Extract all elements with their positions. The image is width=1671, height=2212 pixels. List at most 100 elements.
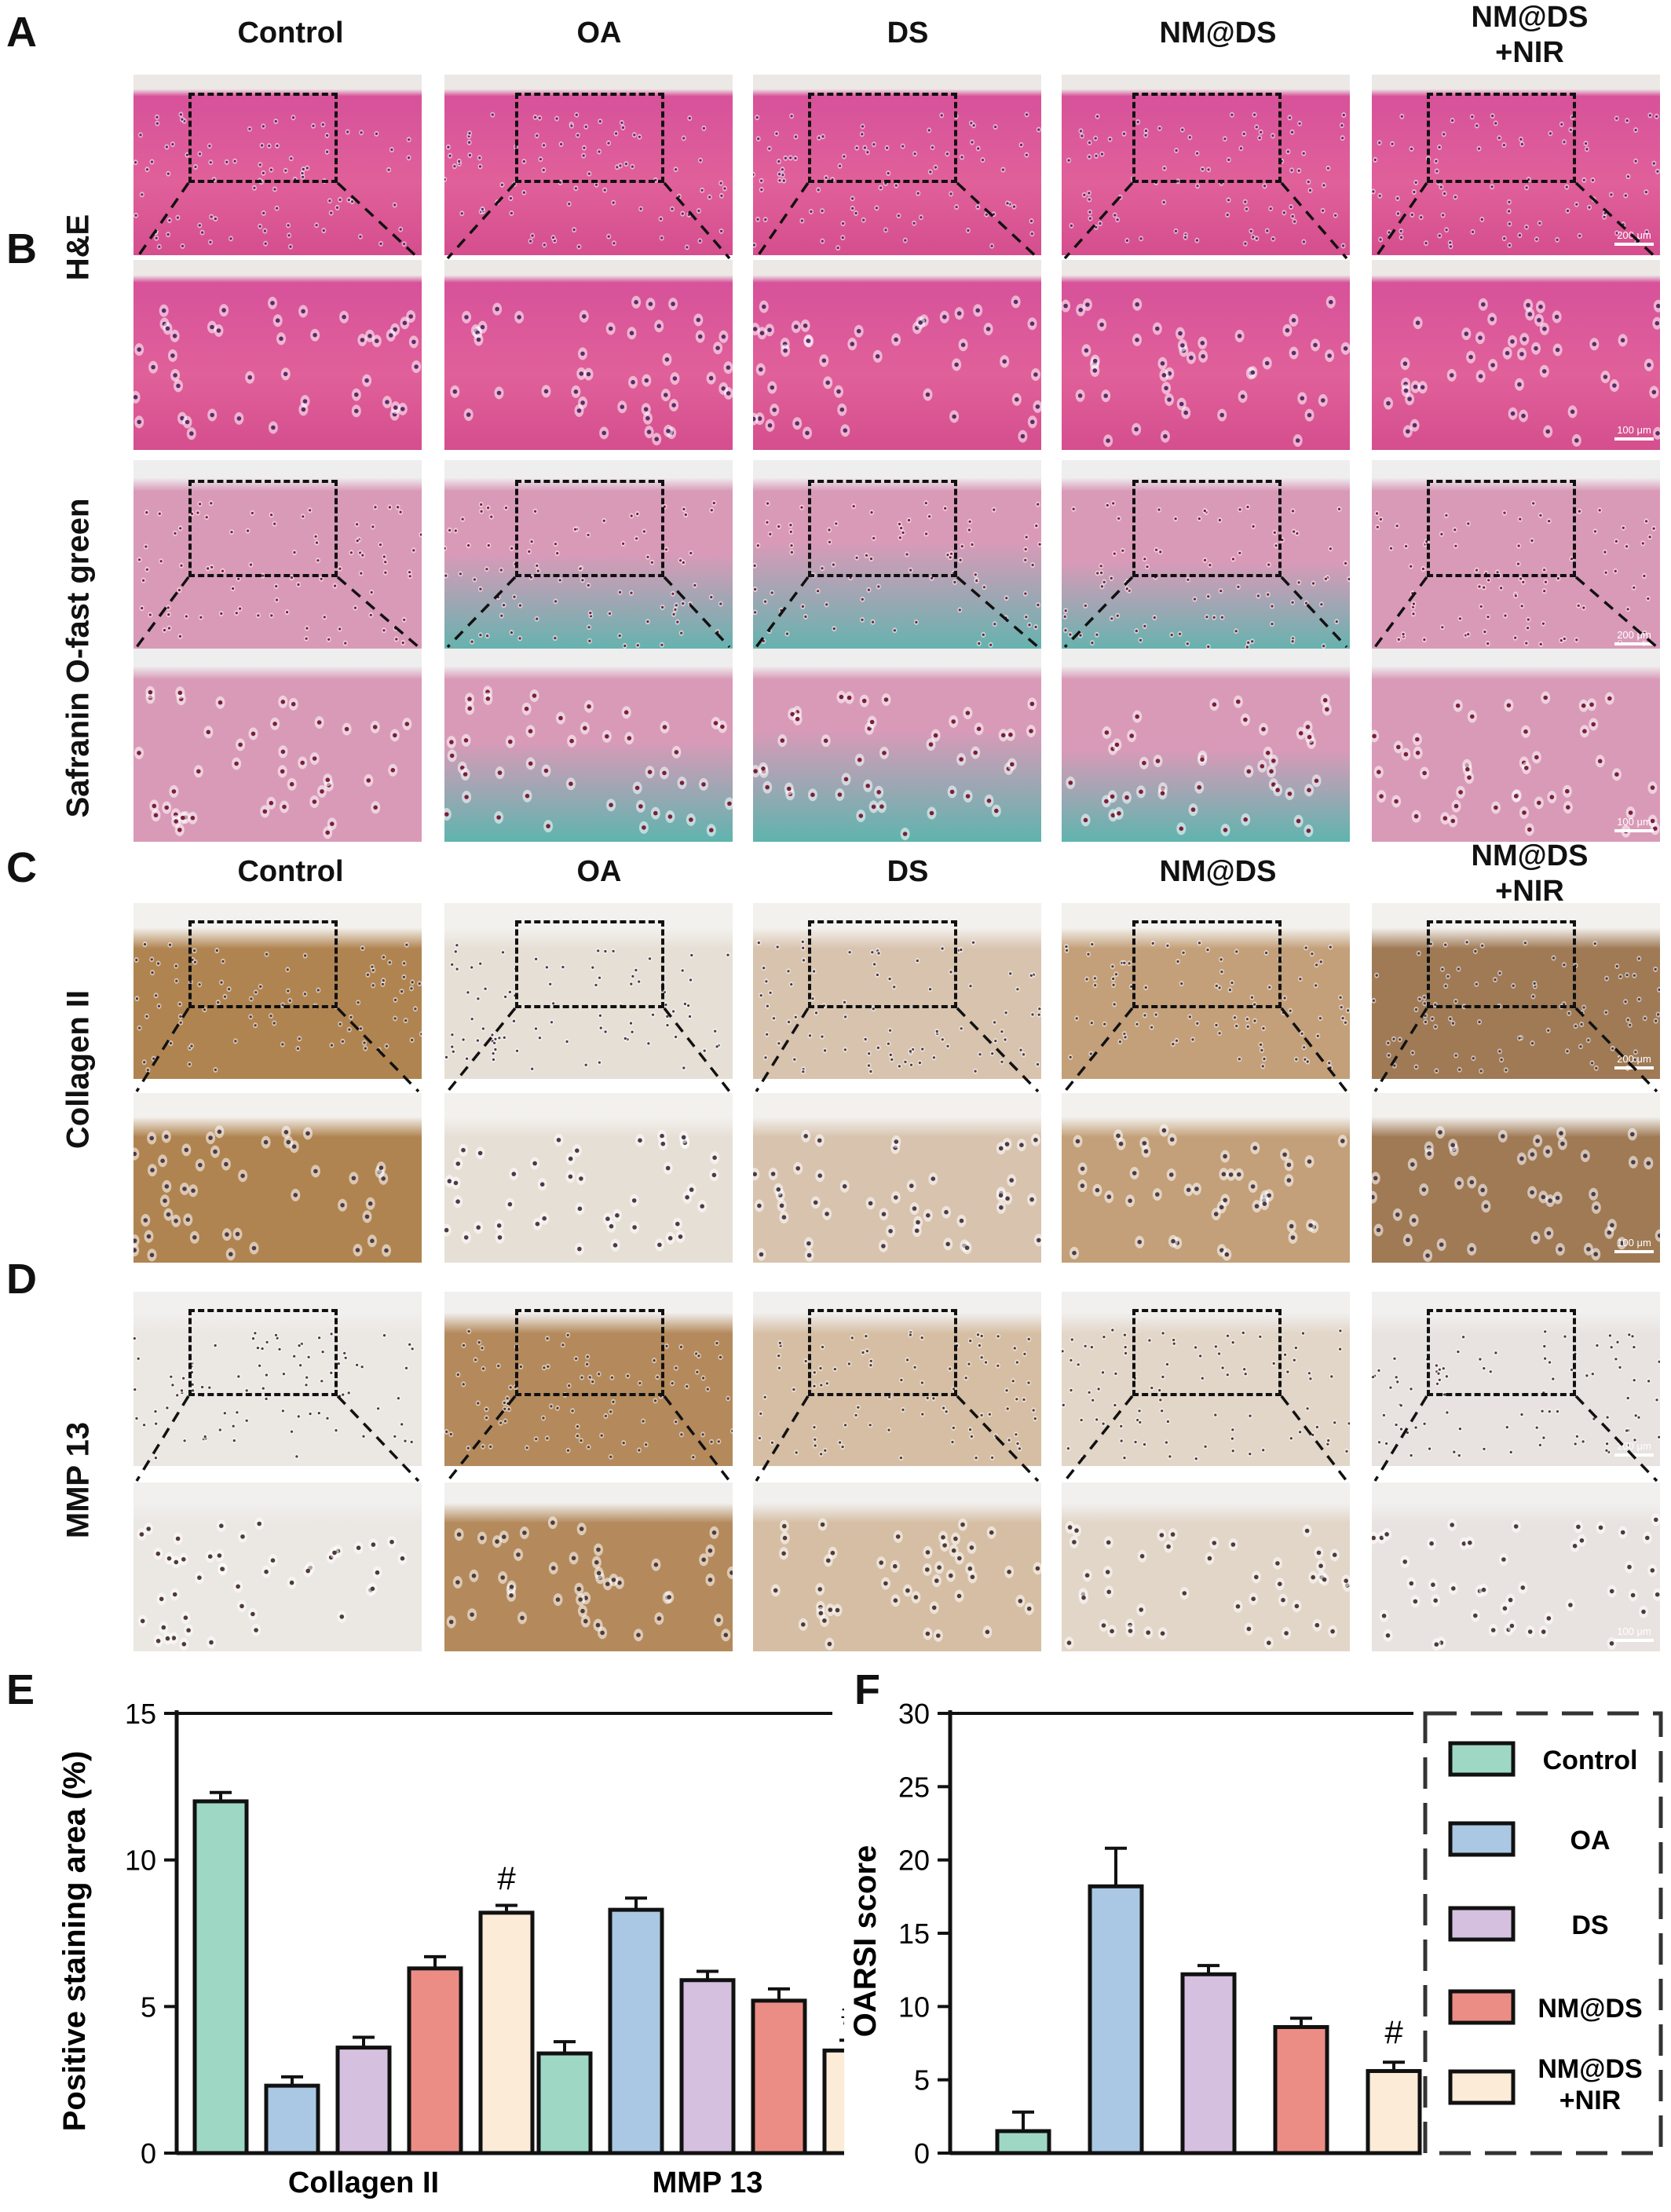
scale-bar: 100 μm <box>1614 1237 1654 1253</box>
micrograph-he-nm-ds-overview <box>1062 75 1350 255</box>
micrograph-he-nm-ds-zoom <box>1062 260 1350 450</box>
panel-letter-e: E <box>6 1666 35 1713</box>
bar <box>1180 1972 1237 2155</box>
column-header-nm-ds: NM@DS <box>1159 16 1277 49</box>
column-header-oa: OA <box>576 16 622 49</box>
bar <box>751 1998 807 2155</box>
zoom-region-box <box>1132 93 1282 183</box>
legend-frame <box>1423 1711 1663 2155</box>
bar <box>679 1978 736 2155</box>
micrograph-mmp-control-overview <box>133 1292 422 1466</box>
micrograph-collagen-nm-ds-nir-zoom: 100 μm <box>1372 1093 1660 1263</box>
chondrocyte-texture <box>1066 693 1332 837</box>
chondrocyte-texture <box>133 1125 391 1262</box>
micrograph-collagen-control-zoom <box>133 1093 422 1263</box>
category-label: MMP 13 <box>653 2166 763 2199</box>
legend-label: NM@DS <box>1538 2054 1642 2084</box>
zoom-region-box <box>1427 920 1576 1008</box>
bar <box>1273 2024 1329 2155</box>
chondrocyte-texture <box>1372 1513 1660 1651</box>
chondrocyte-texture <box>1372 1126 1660 1262</box>
micrograph-collagen-control-overview <box>133 903 422 1079</box>
significance-mark: # <box>841 1994 844 2031</box>
panel-letter-d: D <box>6 1256 37 1303</box>
column-header-oa-c: OA <box>576 855 622 888</box>
panel-letter-f: F <box>854 1666 880 1713</box>
zoom-region-box <box>515 920 664 1008</box>
scale-bar: 100 μm <box>1614 424 1654 441</box>
column-header-nm-ds-c: NM@DS <box>1159 855 1277 888</box>
legend-label: DS <box>1571 1910 1608 1940</box>
chondrocyte-texture <box>134 686 412 839</box>
panel-letter-c: C <box>6 844 37 891</box>
significance-mark: # <box>497 1860 516 1897</box>
column-header-line-2: +NIR <box>1495 874 1564 908</box>
scale-bar-line <box>1614 829 1654 832</box>
zoom-region-box <box>1427 1309 1576 1396</box>
significance-mark: # <box>1384 2013 1403 2050</box>
micrograph-mmp-nm-ds-zoom <box>1062 1483 1350 1651</box>
chondrocyte-texture <box>753 1129 1041 1262</box>
column-header-ds: DS <box>887 16 929 49</box>
scale-bar: 200 μm <box>1614 629 1654 645</box>
micrograph-mmp-ds-overview <box>753 1292 1041 1466</box>
micrograph-mmp-nm-ds-nir-zoom: 100 μm <box>1372 1483 1660 1651</box>
chondrocyte-texture <box>137 500 422 646</box>
micrograph-safranin-control-zoom <box>133 649 422 842</box>
legend-label: NM@DS <box>1538 1994 1642 2024</box>
micrograph-mmp-oa-zoom <box>444 1483 733 1651</box>
y-axis-label: OARSI score <box>848 1845 883 2038</box>
bar <box>407 1966 463 2155</box>
micrograph-collagen-nm-ds-nir-overview: 200 μm <box>1372 903 1660 1079</box>
zoom-region-box <box>188 1309 338 1396</box>
row-label-mmp: MMP 13 <box>60 1421 96 1539</box>
legend-swatch <box>1448 2069 1516 2105</box>
y-tick-label: 10 <box>125 1845 156 1877</box>
column-header-nm-ds-nir-c: NM@DS +NIR <box>1388 839 1671 909</box>
chart-f-oarsi-score: 0 5 10 15 20 25 30 OARSI score # Control OA DS NM@DS… <box>848 1698 1663 2170</box>
micrograph-collagen-nm-ds-overview <box>1062 903 1350 1079</box>
chart-e-staining-area: 0 5 10 15 Positive staining area (%) Collagen… <box>57 1698 844 2199</box>
zoom-region-box <box>515 480 664 577</box>
zoom-region-box <box>188 93 338 183</box>
chondrocyte-texture <box>450 295 733 446</box>
zoom-region-box <box>188 480 338 577</box>
chondrocyte-texture <box>1064 1521 1350 1650</box>
zoom-region-box <box>1427 93 1576 183</box>
scale-bar-line <box>1614 1250 1654 1253</box>
micrograph-mmp-ds-zoom <box>753 1483 1041 1651</box>
chondrocyte-texture <box>1384 298 1660 447</box>
micrograph-mmp-nm-ds-overview <box>1062 1292 1350 1466</box>
micrograph-he-nm-ds-nir-overview: 200 μm <box>1372 75 1660 255</box>
chondrocyte-texture <box>1062 295 1350 448</box>
scale-bar-line <box>1614 1066 1654 1069</box>
micrograph-safranin-ds-zoom <box>753 649 1041 842</box>
scale-bar-label: 200 μm <box>1617 1440 1651 1452</box>
scale-bar-label: 200 μm <box>1617 229 1651 241</box>
row-label-he: H&E <box>60 214 96 281</box>
bar <box>1088 1884 1144 2155</box>
micrograph-collagen-ds-zoom <box>753 1093 1041 1263</box>
y-tick-label: 5 <box>914 2064 930 2097</box>
bar <box>264 2083 320 2155</box>
micrograph-collagen-oa-overview <box>444 903 733 1079</box>
scale-bar-line <box>1614 1453 1654 1457</box>
chondrocyte-texture <box>137 1517 408 1651</box>
bar <box>1366 2068 1422 2155</box>
legend-swatch <box>1448 1989 1516 2025</box>
scale-bar-label: 100 μm <box>1617 424 1651 436</box>
micrograph-he-ds-overview <box>753 75 1041 255</box>
bar <box>335 2046 392 2155</box>
row-label-safranin: Safranin O-fast green <box>60 498 96 818</box>
micrograph-safranin-oa-zoom <box>444 649 733 842</box>
legend-swatch <box>1448 1821 1516 1857</box>
y-tick-label: 0 <box>914 2137 930 2170</box>
micrograph-safranin-nm-ds-overview <box>1062 460 1350 655</box>
legend-swatch <box>1448 1906 1516 1942</box>
column-header-control: Control <box>237 16 344 49</box>
chondrocyte-texture <box>444 1129 720 1256</box>
y-tick-label: 30 <box>898 1698 930 1730</box>
chondrocyte-texture <box>444 686 733 837</box>
y-tick-label: 15 <box>125 1698 156 1730</box>
scale-bar-line <box>1614 642 1654 645</box>
